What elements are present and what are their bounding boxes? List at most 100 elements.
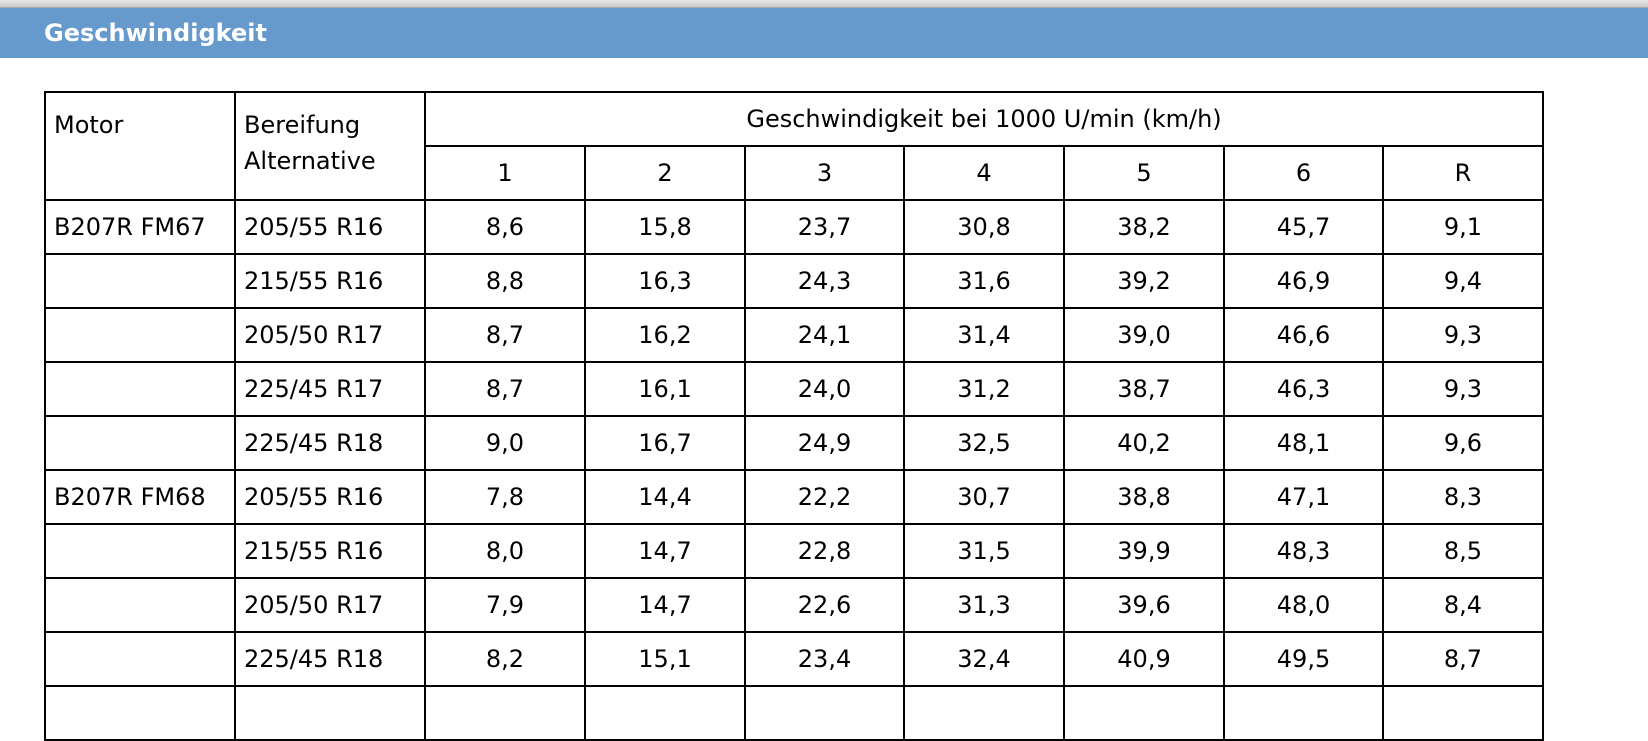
header-tire-line1: Bereifung	[244, 111, 361, 139]
speed-value-cell: 22,2	[744, 469, 905, 525]
speed-value-cell: 9,4	[1382, 253, 1544, 309]
speed-value-cell: 16,7	[584, 415, 746, 471]
speed-value-cell: 9,6	[1382, 415, 1544, 471]
section-title: Geschwindigkeit	[44, 19, 267, 47]
speed-value-cell: 7,9	[424, 577, 586, 633]
gear-header-row: 1 2 3 4 5 6 R	[45, 145, 1544, 201]
speed-value-cell	[424, 685, 586, 741]
tire-cell: 215/55 R16	[234, 253, 426, 309]
speed-value-cell: 24,0	[744, 361, 905, 417]
table-row: 205/50 R17 8,7 16,2 24,1 31,4 39,0 46,6 9,3	[44, 307, 1544, 363]
motor-cell	[44, 685, 236, 741]
speed-value-cell	[744, 685, 905, 741]
header-tire-line2: Alternative	[244, 147, 376, 175]
header-motor: Motor	[44, 91, 236, 201]
speed-value-cell: 39,9	[1063, 523, 1225, 579]
speed-value-cell: 16,1	[584, 361, 746, 417]
table-row: B207R FM67 205/55 R16 8,6 15,8 23,7 30,8 38,2 4…	[44, 199, 1544, 255]
speed-value-cell: 15,1	[584, 631, 746, 687]
speed-value-cell: 45,7	[1223, 199, 1384, 255]
speed-value-cell: 24,9	[744, 415, 905, 471]
speed-value-cell: 47,1	[1223, 469, 1384, 525]
tire-cell: 205/50 R17	[234, 577, 426, 633]
speed-value-cell	[903, 685, 1065, 741]
table-row: B207R FM68 205/55 R16 7,8 14,4 22,2 30,7 38,8 4…	[44, 469, 1544, 525]
header-gear-2: 2	[584, 145, 746, 201]
speed-value-cell: 38,8	[1063, 469, 1225, 525]
table-row: 225/45 R18 9,0 16,7 24,9 32,5 40,2 48,1 9,6	[44, 415, 1544, 471]
table-row: 215/55 R16 8,8 16,3 24,3 31,6 39,2 46,9 9,4	[44, 253, 1544, 309]
speed-value-cell: 8,8	[424, 253, 586, 309]
motor-cell	[44, 307, 236, 363]
speed-value-cell: 23,7	[744, 199, 905, 255]
tire-cell: 225/45 R18	[234, 631, 426, 687]
speed-value-cell	[1223, 685, 1384, 741]
speed-value-cell: 9,3	[1382, 307, 1544, 363]
speed-value-cell: 30,7	[903, 469, 1065, 525]
speed-table: Motor Bereifung Alternative Geschwindigke…	[44, 91, 1544, 741]
speed-value-cell: 14,4	[584, 469, 746, 525]
browser-tab-strip	[0, 0, 1648, 8]
header-gear-3: 3	[744, 145, 905, 201]
motor-cell	[44, 361, 236, 417]
speed-value-cell	[584, 685, 746, 741]
speed-value-cell: 9,1	[1382, 199, 1544, 255]
header-gear-5: 5	[1063, 145, 1225, 201]
speed-value-cell: 31,2	[903, 361, 1065, 417]
motor-cell	[44, 415, 236, 471]
speed-value-cell: 39,6	[1063, 577, 1225, 633]
speed-value-cell: 16,3	[584, 253, 746, 309]
speed-value-cell: 39,0	[1063, 307, 1225, 363]
speed-value-cell: 16,2	[584, 307, 746, 363]
speed-value-cell: 40,2	[1063, 415, 1225, 471]
speed-value-cell: 49,5	[1223, 631, 1384, 687]
speed-value-cell: 22,6	[744, 577, 905, 633]
speed-value-cell: 8,5	[1382, 523, 1544, 579]
speed-value-cell: 46,3	[1223, 361, 1384, 417]
speed-value-cell: 31,4	[903, 307, 1065, 363]
speed-value-cell: 24,3	[744, 253, 905, 309]
speed-value-cell: 39,2	[1063, 253, 1225, 309]
table-row: 225/45 R17 8,7 16,1 24,0 31,2 38,7 46,3 9,3	[44, 361, 1544, 417]
speed-value-cell: 23,4	[744, 631, 905, 687]
header-gear-1: 1	[424, 145, 586, 201]
speed-value-cell: 46,9	[1223, 253, 1384, 309]
header-tire: Bereifung Alternative	[234, 91, 426, 201]
speed-value-cell: 40,9	[1063, 631, 1225, 687]
header-row: Motor Bereifung Alternative Geschwindigke…	[44, 91, 1544, 201]
speed-value-cell: 31,5	[903, 523, 1065, 579]
tire-cell: 215/55 R16	[234, 523, 426, 579]
motor-cell	[44, 631, 236, 687]
tire-cell: 225/45 R18	[234, 415, 426, 471]
speed-value-cell: 31,3	[903, 577, 1065, 633]
speed-value-cell: 48,3	[1223, 523, 1384, 579]
motor-cell	[44, 523, 236, 579]
speed-value-cell: 9,3	[1382, 361, 1544, 417]
motor-cell: B207R FM68	[44, 469, 236, 525]
table-row	[44, 685, 1544, 741]
speed-value-cell: 8,3	[1382, 469, 1544, 525]
speed-value-cell: 8,0	[424, 523, 586, 579]
tire-cell	[234, 685, 426, 741]
tire-cell: 205/55 R16	[234, 469, 426, 525]
speed-value-cell: 8,7	[1382, 631, 1544, 687]
speed-value-cell: 7,8	[424, 469, 586, 525]
speed-value-cell: 38,7	[1063, 361, 1225, 417]
speed-value-cell: 46,6	[1223, 307, 1384, 363]
tire-cell: 205/55 R16	[234, 199, 426, 255]
motor-cell: B207R FM67	[44, 199, 236, 255]
header-gear-4: 4	[903, 145, 1065, 201]
table-row: 225/45 R18 8,2 15,1 23,4 32,4 40,9 49,5 8,7	[44, 631, 1544, 687]
tire-cell: 205/50 R17	[234, 307, 426, 363]
speed-value-cell: 8,7	[424, 307, 586, 363]
speed-value-cell: 8,2	[424, 631, 586, 687]
speed-value-cell: 24,1	[744, 307, 905, 363]
speed-value-cell: 14,7	[584, 523, 746, 579]
speed-value-cell: 32,4	[903, 631, 1065, 687]
tire-cell: 225/45 R17	[234, 361, 426, 417]
speed-value-cell: 38,2	[1063, 199, 1225, 255]
section-header: Geschwindigkeit	[0, 8, 1648, 58]
table-row: 205/50 R17 7,9 14,7 22,6 31,3 39,6 48,0 8,4	[44, 577, 1544, 633]
motor-cell	[44, 577, 236, 633]
speed-value-cell: 8,7	[424, 361, 586, 417]
